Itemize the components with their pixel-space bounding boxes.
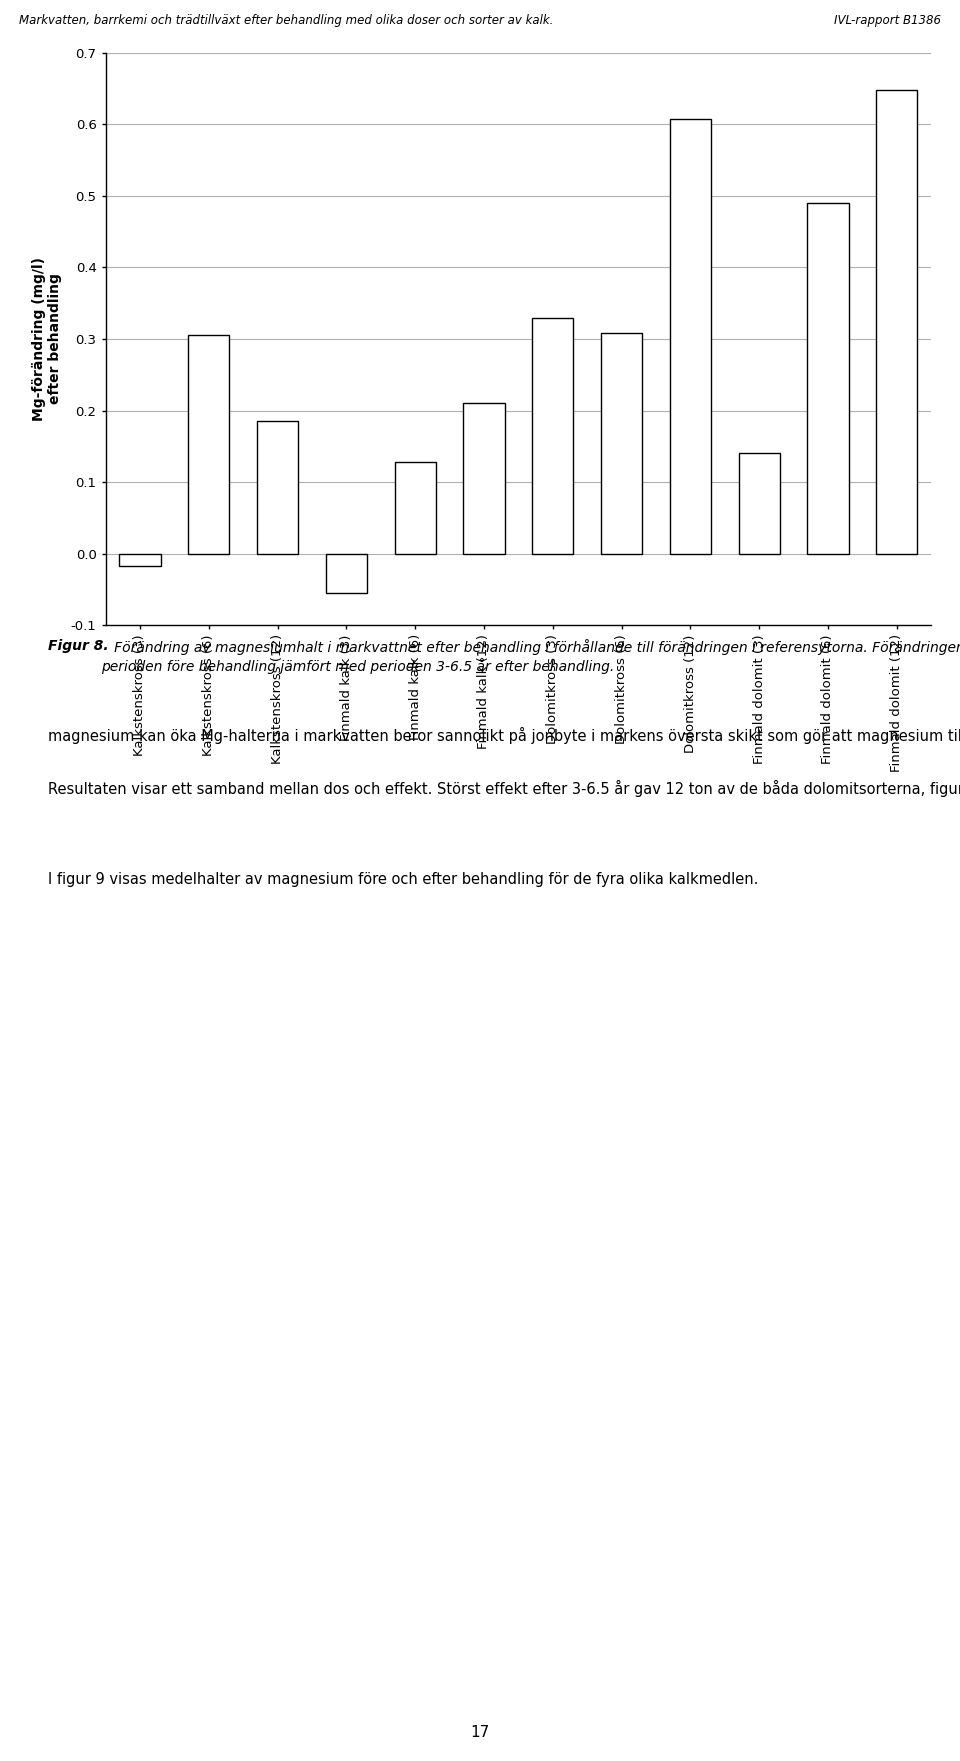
Text: Förändring av magnesiumhalt i markvattnet efter behandling i förhållande till fö: Förändring av magnesiumhalt i markvattne… xyxy=(101,639,960,674)
Bar xyxy=(119,553,160,567)
Text: Figur 8.: Figur 8. xyxy=(48,639,108,653)
Text: Resultaten visar ett samband mellan dos och effekt. Störst effekt efter 3-6.5 år: Resultaten visar ett samband mellan dos … xyxy=(48,780,960,798)
Text: 17: 17 xyxy=(470,1724,490,1740)
Text: Markvatten, barrkemi och trädtillväxt efter behandling med olika doser och sorte: Markvatten, barrkemi och trädtillväxt ef… xyxy=(19,14,554,26)
Bar xyxy=(807,203,849,553)
Bar xyxy=(257,421,299,553)
Text: I figur 9 visas medelhalter av magnesium före och efter behandling för de fyra o: I figur 9 visas medelhalter av magnesium… xyxy=(48,872,758,888)
Bar xyxy=(188,335,229,553)
Bar xyxy=(532,317,573,553)
Bar xyxy=(876,90,918,553)
Text: magnesium kan öka Mg-halterna i markvatten beror sannolikt på jonbyte i markens : magnesium kan öka Mg-halterna i markvatt… xyxy=(48,727,960,745)
Bar xyxy=(464,403,505,553)
Bar xyxy=(738,454,780,553)
Bar xyxy=(601,333,642,553)
Text: IVL-rapport B1386: IVL-rapport B1386 xyxy=(834,14,941,26)
Bar xyxy=(325,553,367,593)
Y-axis label: Mg-förändring (mg/l)
efter behandling: Mg-förändring (mg/l) efter behandling xyxy=(33,257,62,421)
Bar xyxy=(670,118,711,553)
Bar xyxy=(395,461,436,553)
